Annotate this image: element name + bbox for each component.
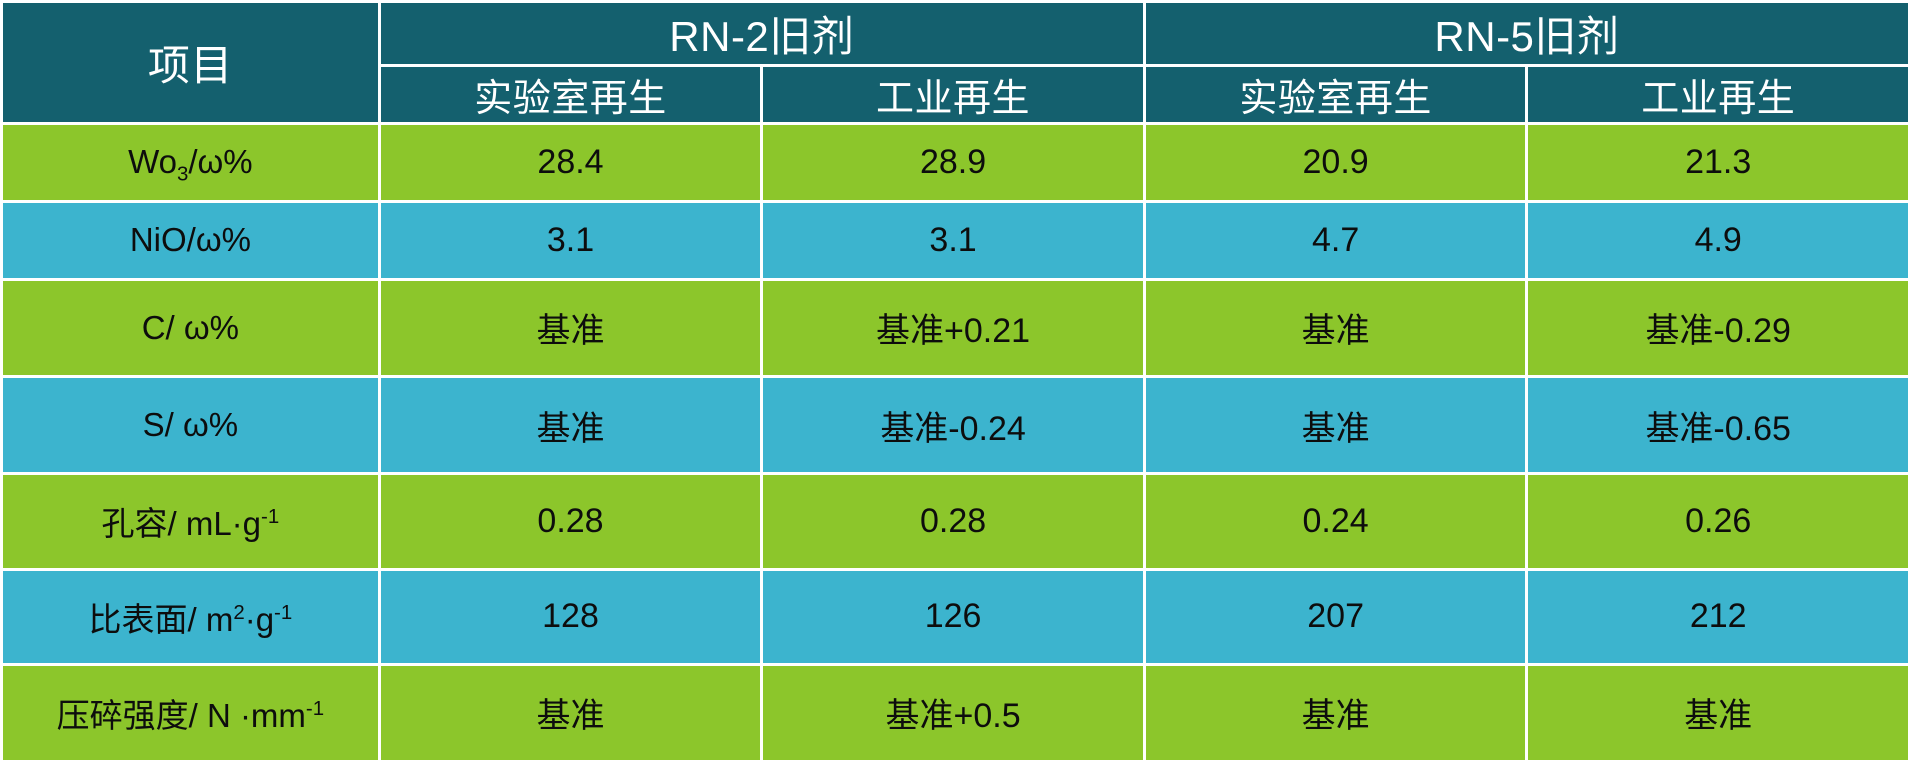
row-label-text: 孔容/ mL·g-1 [101, 505, 280, 543]
row-label-text: S/ ω% [142, 406, 239, 444]
header-sub-rn2-industrial: 工业再生 [763, 67, 1143, 122]
table-row: 比表面/ m2·g-1 128 126 207 212 [3, 570, 1908, 663]
header-row-groups: 项目 RN-2旧剂 RN-5旧剂 [3, 3, 1908, 122]
data-cell: 基准 [380, 280, 761, 376]
data-cell: 基准-0.24 [763, 378, 1143, 473]
data-cell: 基准 [380, 378, 761, 473]
data-cell: 212 [1528, 570, 1908, 663]
header-sub-rn5-lab: 实验室再生 [1145, 67, 1526, 122]
data-cell: 3.1 [763, 202, 1143, 278]
row-label-text: 比表面/ m2·g-1 [88, 600, 293, 638]
row-label: 比表面/ m2·g-1 [3, 570, 378, 663]
data-cell: 基准 [1145, 280, 1526, 376]
data-cell: 20.9 [1145, 125, 1526, 200]
data-cell: 基准+0.21 [763, 280, 1143, 376]
header-sub-rn5-industrial: 工业再生 [1528, 67, 1908, 122]
row-label: Wo3/ω% [3, 125, 378, 200]
header-item-column: 项目 [3, 3, 378, 122]
row-label: S/ ω% [3, 378, 378, 473]
data-cell: 4.9 [1528, 202, 1908, 278]
row-label-text: C/ ω% [141, 308, 239, 346]
row-label-text: NiO/ω% [129, 221, 251, 259]
data-cell: 基准 [1145, 665, 1526, 760]
data-cell: 4.7 [1145, 202, 1526, 278]
row-label: 孔容/ mL·g-1 [3, 475, 378, 568]
header-row-subgroups: 实验室再生 工业再生 实验室再生 工业再生 [3, 67, 1908, 122]
header-sub-rn2-lab: 实验室再生 [380, 67, 761, 122]
data-cell: 基准 [380, 665, 761, 760]
table-row: 压碎强度/ N ·mm-1 基准 基准+0.5 基准 基准 [3, 665, 1908, 760]
data-cell: 0.24 [1145, 475, 1526, 568]
row-label-text: 压碎强度/ N ·mm-1 [56, 696, 325, 734]
table-body: Wo3/ω% 28.4 28.9 20.9 21.3 NiO/ω% 3.1 3.1 4.7 4.9… [3, 125, 1908, 760]
data-cell: 21.3 [1528, 125, 1908, 200]
table-row: S/ ω% 基准 基准-0.24 基准 基准-0.65 [3, 378, 1908, 473]
table-row: 孔容/ mL·g-1 0.28 0.28 0.24 0.26 [3, 475, 1908, 568]
data-cell: 0.28 [380, 475, 761, 568]
table-row: Wo3/ω% 28.4 28.9 20.9 21.3 [3, 125, 1908, 200]
row-label: C/ ω% [3, 280, 378, 376]
header-group-rn5: RN-5旧剂 [1145, 3, 1908, 64]
data-cell: 0.28 [763, 475, 1143, 568]
row-label: 压碎强度/ N ·mm-1 [3, 665, 378, 760]
data-cell: 128 [380, 570, 761, 663]
data-cell: 基准 [1528, 665, 1908, 760]
data-cell: 28.9 [763, 125, 1143, 200]
data-cell: 基准+0.5 [763, 665, 1143, 760]
data-cell: 基准-0.29 [1528, 280, 1908, 376]
table-row: NiO/ω% 3.1 3.1 4.7 4.9 [3, 202, 1908, 278]
row-label: NiO/ω% [3, 202, 378, 278]
table-header: 项目 RN-2旧剂 RN-5旧剂 实验室再生 工业再生 实验室再生 工业再生 [3, 3, 1908, 122]
data-cell: 207 [1145, 570, 1526, 663]
data-cell: 126 [763, 570, 1143, 663]
data-cell: 基准 [1145, 378, 1526, 473]
data-cell: 0.26 [1528, 475, 1908, 568]
data-cell: 基准-0.65 [1528, 378, 1908, 473]
table-row: C/ ω% 基准 基准+0.21 基准 基准-0.29 [3, 280, 1908, 376]
header-group-rn2: RN-2旧剂 [380, 3, 1143, 64]
data-cell: 3.1 [380, 202, 761, 278]
data-cell: 28.4 [380, 125, 761, 200]
row-label-text: Wo3/ω% [128, 143, 253, 187]
